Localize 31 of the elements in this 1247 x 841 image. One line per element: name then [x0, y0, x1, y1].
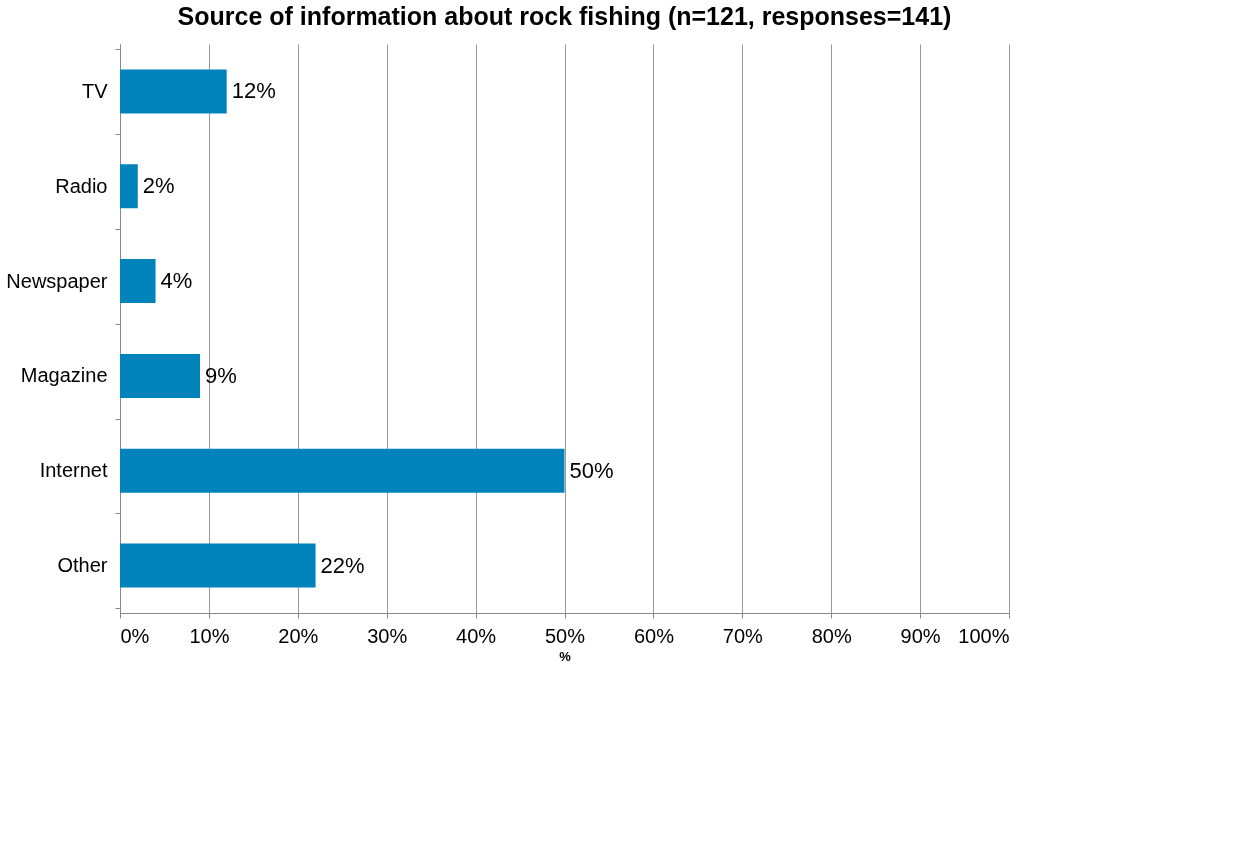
x-tick-label: 100%	[958, 624, 1010, 647]
chart-title: Source of information about rock fishing (n=121, responses=141)	[177, 2, 952, 30]
x-tick-label: 30%	[367, 624, 408, 647]
y-tick-label: Magazine	[20, 364, 108, 387]
y-tick-label: Internet	[39, 459, 108, 482]
bar	[120, 69, 227, 114]
x-tick-label: 0%	[120, 624, 150, 647]
x-tick-label: 10%	[189, 624, 230, 647]
bar	[120, 543, 316, 588]
data-label: 12%	[231, 78, 276, 104]
y-tick-label: Radio	[55, 174, 108, 197]
bar	[120, 259, 156, 304]
y-tick-label: TV	[81, 79, 109, 102]
data-label: 22%	[320, 552, 365, 578]
data-label: 9%	[205, 362, 237, 388]
x-tick-label: 90%	[900, 624, 941, 647]
data-label: 4%	[160, 268, 193, 294]
x-tick-label: 60%	[633, 624, 675, 647]
x-axis-title: %	[559, 648, 572, 664]
x-tick-label: 80%	[811, 624, 852, 647]
data-label: 2%	[142, 173, 175, 199]
x-tick-label: 40%	[456, 624, 497, 647]
bar	[120, 164, 138, 209]
x-tick-label: 20%	[278, 624, 319, 647]
y-tick-label: Other	[57, 554, 108, 577]
bar	[120, 448, 565, 493]
data-label: 50%	[569, 457, 614, 483]
y-tick-label: Newspaper	[6, 269, 108, 292]
x-tick-label: 70%	[722, 624, 764, 647]
x-tick-label: 50%	[544, 624, 586, 647]
bar	[120, 353, 201, 398]
